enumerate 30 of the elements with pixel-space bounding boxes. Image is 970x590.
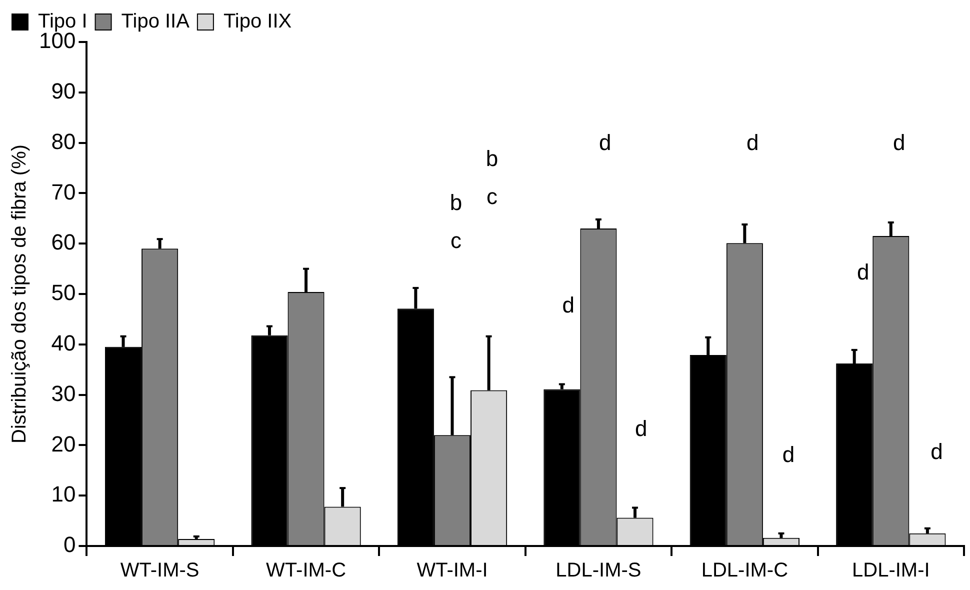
y-tick-label: 80 [51,128,76,154]
annotation: d [562,292,574,318]
annotation: d [599,130,612,155]
y-tick-label: 20 [51,431,76,456]
legend-label: Tipo IIA [121,10,190,33]
y-tick-label: 30 [51,380,76,406]
y-axis-title: Distribuição dos tipos de fibra (%) [8,144,31,444]
x-tick-label: LDL-IM-C [701,560,788,582]
annotation: d [635,416,648,442]
legend-label: Tipo IIX [223,10,292,33]
annotation: d [782,442,795,467]
annotation: b c [486,146,498,210]
x-tick-label: LDL-IM-S [556,560,642,582]
x-tick-label: WT-IM-S [120,560,200,582]
x-tick-label: WT-IM-I [416,560,488,582]
x-tick-label: LDL-IM-I [852,560,930,582]
y-tick-label: 90 [51,78,76,104]
annotation: d [746,130,759,155]
annotation: d [930,438,943,464]
annotation: d [856,259,870,284]
annotation: d [892,130,906,155]
annotation: b c [450,190,462,253]
y-tick-label: 60 [51,230,76,255]
y-tick-label: 50 [51,280,76,306]
y-tick-label: 70 [51,179,76,204]
x-tick-label: WT-IM-C [266,560,346,582]
y-tick-label: 10 [51,482,76,507]
y-tick-label: 0 [63,532,76,558]
y-tick-label: 40 [51,330,76,356]
legend-label: Tipo I [38,10,88,33]
